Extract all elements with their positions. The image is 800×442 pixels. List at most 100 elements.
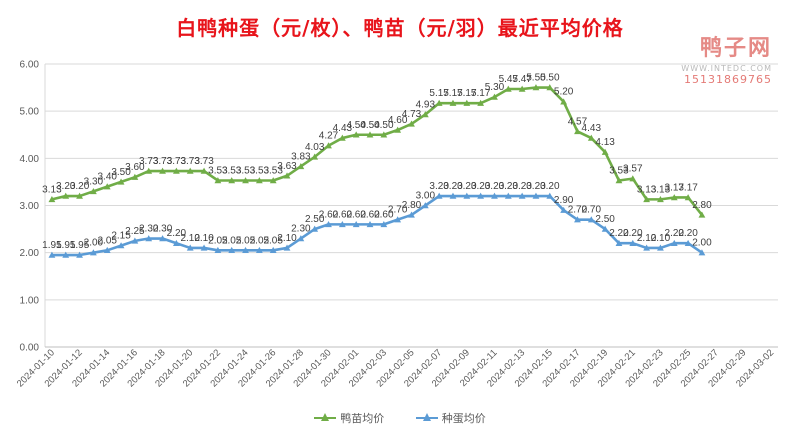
series-0-point-11 <box>200 167 208 174</box>
chart-title: 白鸭种蛋（元/枚）、鸭苗（元/羽）最近平均价格 <box>176 16 624 40</box>
series-1-label-40: 2.50 <box>595 214 615 225</box>
series-1-point-7 <box>145 235 153 242</box>
series-1-point-10 <box>186 244 194 251</box>
series-1-label-9: 2.20 <box>167 228 187 239</box>
series-0-point-33 <box>504 85 512 92</box>
series-0-label-11: 3.73 <box>194 156 214 167</box>
series-0-label-13: 3.53 <box>222 166 242 177</box>
series-0-point-14 <box>242 177 249 184</box>
series-0-point-29 <box>449 99 457 106</box>
series-1-label-17: 2.10 <box>277 233 297 244</box>
series-0-point-16 <box>269 177 277 184</box>
series-1-label-42: 2.20 <box>623 228 643 239</box>
series-1-label-8: 2.30 <box>153 224 173 235</box>
series-0-point-22 <box>352 131 360 138</box>
series-1-point-14 <box>242 246 249 254</box>
series-1-point-47 <box>698 249 706 256</box>
series-0-label-18: 3.83 <box>291 151 311 162</box>
series-0-label-23: 4.50 <box>360 120 380 131</box>
series-1-point-46 <box>684 239 692 246</box>
series-1-point-3 <box>90 249 97 256</box>
series-1-label-7: 2.30 <box>139 224 159 235</box>
series-1-label-32: 3.20 <box>485 181 505 192</box>
legend: 鸭苗均价 种蛋均价 <box>0 410 800 426</box>
series-0-point-19 <box>311 153 319 160</box>
series-0-label-0: 3.13 <box>42 184 62 195</box>
series-1-point-16 <box>269 246 277 254</box>
series-1-point-27 <box>421 202 429 209</box>
series-1-label-22: 2.60 <box>346 209 366 220</box>
series-0-point-37 <box>560 98 568 105</box>
series-0-point-17 <box>283 172 291 179</box>
legend-swatch-0 <box>314 413 337 423</box>
series-1-point-17 <box>283 244 291 251</box>
series-0-label-5: 3.50 <box>111 167 131 178</box>
series-0-label-21: 4.43 <box>333 123 353 134</box>
series-1-point-29 <box>449 192 457 199</box>
series-0-point-10 <box>186 167 194 174</box>
series-0-label-46: 3.17 <box>678 182 698 193</box>
series-0-label-17: 3.63 <box>277 161 297 172</box>
series-0-point-34 <box>518 85 526 92</box>
series-0-label-20: 4.27 <box>319 131 339 142</box>
series-1-label-30: 3.20 <box>457 181 477 192</box>
series-0-point-39 <box>587 134 595 141</box>
series-0-label-6: 3.60 <box>125 162 145 173</box>
series-1-point-5 <box>117 242 125 249</box>
series-0-label-42: 3.57 <box>623 164 643 175</box>
series-1-point-24 <box>380 220 388 228</box>
series-1-label-37: 2.90 <box>554 195 574 206</box>
series-1-point-23 <box>366 220 374 228</box>
series-1-label-43: 2.10 <box>637 233 657 244</box>
series-0-point-25 <box>394 126 402 133</box>
series-1-label-39: 2.70 <box>582 205 602 216</box>
series-1-point-25 <box>394 216 402 223</box>
series-1-label-33: 3.20 <box>499 181 519 192</box>
series-1-label-19: 2.50 <box>305 214 325 225</box>
series-1-point-39 <box>587 216 595 223</box>
watermark: 鸭子网 WWW.INTEDC.COM 15131869765 <box>681 30 772 86</box>
watermark-name: 鸭子网 <box>699 35 772 61</box>
series-1-label-27: 3.00 <box>416 191 436 202</box>
legend-item-0: 鸭苗均价 <box>314 410 384 426</box>
series-0-label-8: 3.73 <box>153 156 173 167</box>
series-1-label-23: 2.60 <box>360 209 380 220</box>
series-0-label-9: 3.73 <box>167 156 187 167</box>
series-0-label-29: 5.17 <box>443 88 463 99</box>
series-1-label-29: 3.20 <box>443 181 463 192</box>
series-0-point-41 <box>615 177 623 184</box>
series-1-point-35 <box>532 192 540 199</box>
series-1-point-15 <box>255 246 263 254</box>
series-1-point-8 <box>159 235 166 242</box>
series-1-label-0: 1.95 <box>42 240 62 251</box>
series-1-point-36 <box>546 192 554 199</box>
series-0-label-10: 3.73 <box>180 156 200 167</box>
axes: 0.001.002.003.004.005.006.002024-01-1020… <box>15 60 778 389</box>
series-0-point-47 <box>698 211 706 218</box>
series-1-label-16: 2.05 <box>263 235 283 246</box>
series-0-point-46 <box>684 194 692 201</box>
series-0-label-4: 3.40 <box>98 172 118 183</box>
series-0-point-31 <box>477 99 485 106</box>
series-1-label-25: 2.70 <box>388 205 408 216</box>
legend-item-1: 种蛋均价 <box>415 410 486 426</box>
y-tick-label-0: 0.00 <box>20 343 40 354</box>
series-1-label-13: 2.05 <box>222 235 242 246</box>
series-0-point-13 <box>228 177 236 184</box>
series-0-label-7: 3.73 <box>139 156 159 167</box>
series-0-point-32 <box>491 93 498 100</box>
series-0-point-44 <box>657 195 664 203</box>
series-1-label-36: 3.20 <box>540 181 560 192</box>
series-1-point-40 <box>601 225 609 232</box>
series-1-point-44 <box>657 244 664 251</box>
series-1-point-30 <box>463 192 471 199</box>
series-0-label-14: 3.53 <box>236 166 256 177</box>
series-1-point-34 <box>518 192 526 199</box>
series-1-point-20 <box>325 220 332 228</box>
series-0-label-43: 3.13 <box>637 184 657 195</box>
y-tick-label-3: 3.00 <box>20 201 40 212</box>
series-0-point-28 <box>435 99 443 106</box>
series-1-label-34: 3.20 <box>512 181 532 192</box>
series-1-point-9 <box>172 239 180 246</box>
